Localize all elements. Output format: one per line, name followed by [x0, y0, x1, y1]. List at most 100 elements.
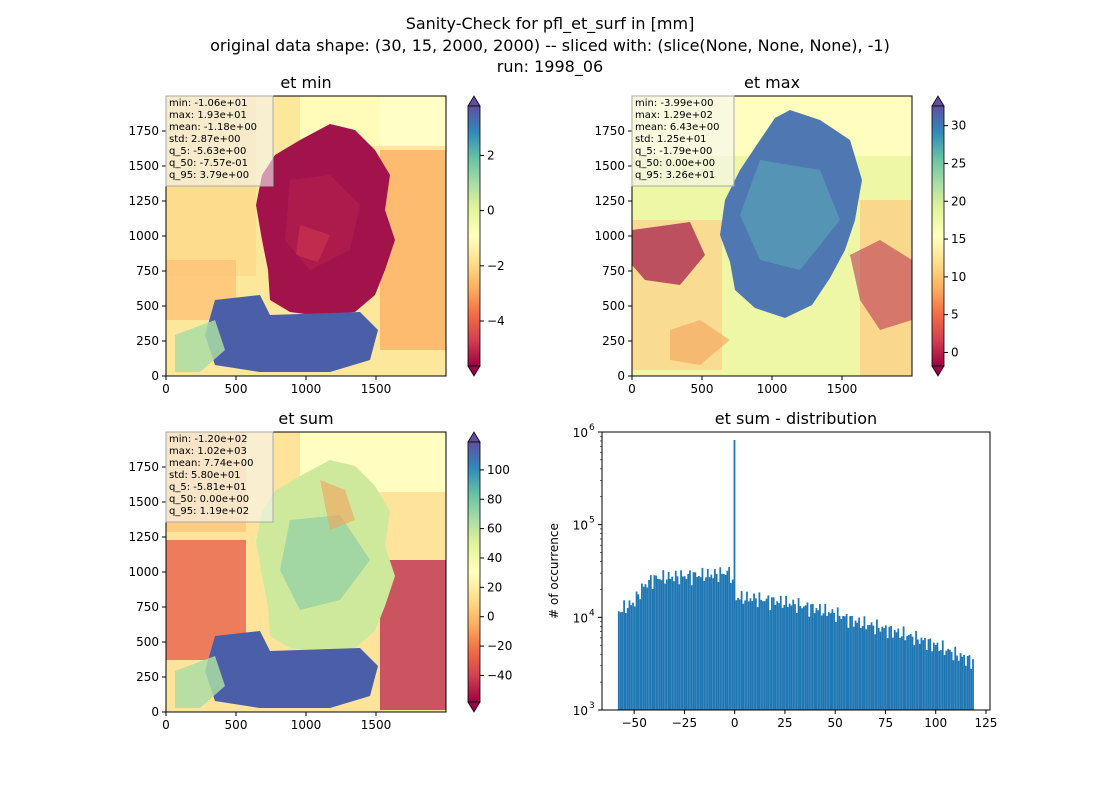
histogram-bar: [876, 619, 878, 710]
plot-frame: [601, 431, 991, 711]
histogram-bar: [954, 646, 957, 710]
histogram-bar: [831, 609, 834, 710]
colorbar-extend-top: [931, 95, 945, 107]
histogram-bar: [756, 607, 759, 710]
histogram-bar: [943, 654, 946, 710]
y-tick-exponent: 5: [589, 516, 595, 526]
histogram-bar: [826, 615, 828, 710]
stats-line: max: 1.29e+02: [635, 110, 713, 121]
histogram-bar: [770, 597, 773, 710]
histogram-bar: [678, 584, 681, 710]
histogram-bar: [765, 598, 768, 710]
histogram-bar: [649, 575, 652, 710]
stats-line: q_5: -5.63e+00: [169, 146, 246, 157]
histogram-bar: [703, 580, 706, 710]
colorbar-tick-label: 25: [951, 156, 966, 170]
y-tick-label: 10: [573, 426, 588, 440]
x-axis-ticks: 0 500 1000 1500: [162, 376, 391, 396]
stats-line: q_50: 0.00e+00: [635, 158, 715, 169]
y-axis-ticks: 0 250 500 750 1000 1250 1500 1750: [128, 124, 166, 383]
histogram-bar: [867, 625, 869, 710]
histogram-bar: [813, 613, 816, 710]
histogram-bar: [856, 622, 859, 710]
stats-line: mean: 7.74e+00: [169, 458, 253, 469]
histogram-bar: [911, 636, 914, 710]
histogram-bar: [664, 583, 666, 710]
histogram-bar: [890, 626, 893, 710]
histogram-bar: [774, 605, 777, 710]
histogram-bar: [902, 626, 905, 710]
histogram-bar: [701, 567, 704, 710]
stats-box: min: -3.99e+00 max: 1.29e+02 mean: 6.43e…: [631, 95, 735, 187]
histogram-bar: [938, 650, 941, 710]
histogram-bar: [913, 645, 916, 710]
histogram-bar: [630, 605, 633, 710]
histogram-bar: [790, 605, 793, 710]
x-tick-label: 0: [162, 382, 170, 396]
histogram-bar: [842, 616, 844, 710]
histogram-bar: [851, 615, 853, 710]
stats-line: max: 1.93e+01: [169, 110, 247, 121]
colorbar-extend-top: [467, 431, 481, 443]
y-tick-label: 250: [136, 670, 159, 684]
histogram-bar: [808, 616, 811, 710]
colorbar-tick-label: 5: [951, 308, 959, 322]
panel-et-max: et max 0 500 1000 1500 0 250 500 750 100…: [594, 73, 966, 396]
histogram-bar: [717, 582, 720, 710]
histogram-bar: [934, 645, 937, 710]
histogram-bar: [792, 599, 795, 710]
histogram-bar: [671, 576, 674, 710]
histogram-bar: [920, 637, 923, 710]
histogram-bar: [829, 613, 832, 710]
histogram-bar: [715, 574, 718, 710]
histogram-bar: [811, 603, 814, 710]
histogram-bar: [966, 656, 969, 710]
stats-line: q_95: 1.19e+02: [169, 506, 249, 517]
histogram-bar: [648, 579, 650, 710]
y-tick-label: 10: [573, 611, 588, 625]
colorbar-tick-label: 0: [951, 345, 959, 359]
colorbar-tick-label: −40: [487, 668, 512, 682]
histogram-bar: [858, 617, 860, 710]
x-tick-label: 500: [225, 718, 248, 732]
histogram-bar: [742, 603, 745, 710]
histogram-bar: [965, 665, 967, 710]
stats-line: q_50: -7.57e-01: [169, 158, 248, 169]
histogram-bar: [779, 595, 782, 710]
colorbar-extend-bottom: [467, 365, 481, 377]
histogram-bar: [628, 600, 631, 710]
stats-line: q_95: 3.79e+00: [169, 170, 249, 181]
x-tick-label: 0: [731, 716, 739, 730]
histogram-bar: [799, 606, 802, 710]
colorbar-tick-label: 80: [487, 492, 502, 506]
histogram-bar: [906, 635, 909, 710]
histogram-bar: [753, 593, 755, 710]
y-tick-label: 250: [602, 334, 625, 348]
x-tick-label: 500: [691, 382, 714, 396]
y-tick-label: 1500: [128, 159, 159, 173]
x-tick-label: 1500: [827, 382, 858, 396]
histogram-bar: [697, 576, 700, 710]
histogram-bar: [685, 579, 688, 710]
x-tick-label: −25: [672, 716, 697, 730]
histogram-bar: [963, 654, 966, 710]
colorbar-tick-label: 2: [487, 148, 495, 162]
histogram-bar: [794, 604, 796, 710]
histogram-bar: [895, 632, 898, 710]
histogram-bar: [763, 601, 766, 710]
histogram-bar: [904, 640, 907, 710]
stats-line: q_5: -1.79e+00: [635, 146, 712, 157]
histogram-bar: [922, 640, 925, 710]
histogram-bar: [899, 637, 901, 710]
histogram-bar: [632, 602, 634, 710]
colorbar: −4 −2 0 2: [467, 95, 505, 377]
stats-box: min: -1.06e+01 max: 1.93e+01 mean: -1.18…: [165, 95, 274, 187]
colorbar-ticks: −40 −20 0 20 40 60 80 100: [480, 463, 512, 682]
y-tick-label: 750: [136, 264, 159, 278]
x-tick-label: 1000: [291, 718, 322, 732]
panel-title: et sum: [278, 409, 333, 428]
stats-line: std: 5.80e+01: [169, 470, 241, 481]
histogram-bar: [838, 615, 841, 710]
histogram-bar: [726, 570, 729, 710]
histogram-bar: [927, 639, 930, 710]
